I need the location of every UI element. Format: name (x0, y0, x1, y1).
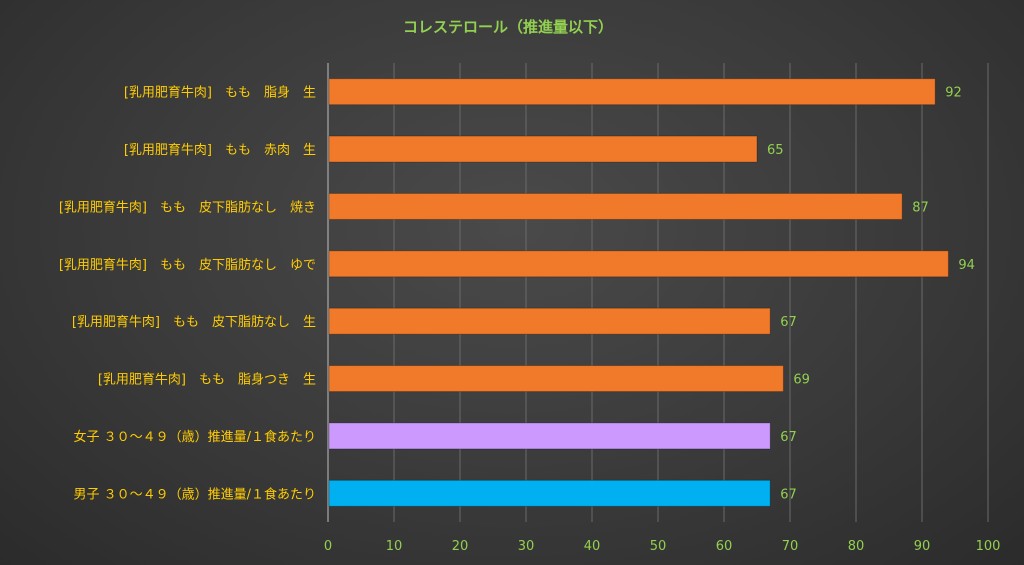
x-tick-label: 90 (914, 539, 931, 554)
x-tick-label: 30 (518, 539, 535, 554)
bar (328, 78, 936, 106)
data-label: 87 (912, 200, 929, 215)
category-label: 男子 ３０～４９（歳）推進量/１食あたり (73, 486, 316, 502)
bar (328, 192, 903, 220)
category-label: [乳用肥育牛肉] もも 皮下脂肪なし ゆで (59, 257, 316, 273)
data-label: 67 (780, 430, 797, 445)
x-tick-label: 60 (716, 539, 733, 554)
category-label: [乳用肥育牛肉] もも 脂身つき 生 (98, 372, 316, 388)
category-label: [乳用肥育牛肉] もも 皮下脂肪なし 焼き (59, 199, 316, 215)
data-label: 92 (945, 86, 962, 101)
labels: 0 10 20 30 40 50 60 70 80 90 100 92 [乳用肥育牛肉] もも 脂身 生… (59, 85, 1001, 554)
x-tick-label: 70 (782, 539, 799, 554)
category-label: [乳用肥育牛肉] もも 赤肉 生 (124, 142, 316, 158)
x-tick-label: 0 (324, 539, 332, 554)
bar (328, 135, 758, 163)
bar (328, 307, 771, 335)
bar (328, 365, 784, 393)
bar (328, 479, 771, 507)
category-label: 女子 ３０～４９（歳）推進量/１食あたり (73, 429, 316, 445)
x-tick-label: 80 (848, 539, 865, 554)
bar (328, 250, 949, 278)
data-label: 67 (780, 315, 797, 330)
x-tick-label: 40 (584, 539, 601, 554)
x-tick-label: 100 (976, 539, 1001, 554)
data-label: 67 (780, 487, 797, 502)
category-label: [乳用肥育牛肉] もも 皮下脂肪なし 生 (72, 314, 316, 330)
chart-title: コレステロール（推進量以下） (403, 18, 613, 36)
gridlines (393, 63, 989, 522)
bar (328, 422, 771, 450)
x-tick-label: 50 (650, 539, 667, 554)
category-label: [乳用肥育牛肉] もも 脂身 生 (124, 85, 316, 101)
bars (328, 78, 949, 507)
data-label: 65 (767, 143, 784, 158)
data-label: 94 (958, 258, 975, 273)
x-tick-label: 10 (386, 539, 403, 554)
data-label: 69 (793, 373, 810, 388)
x-tick-label: 20 (452, 539, 469, 554)
